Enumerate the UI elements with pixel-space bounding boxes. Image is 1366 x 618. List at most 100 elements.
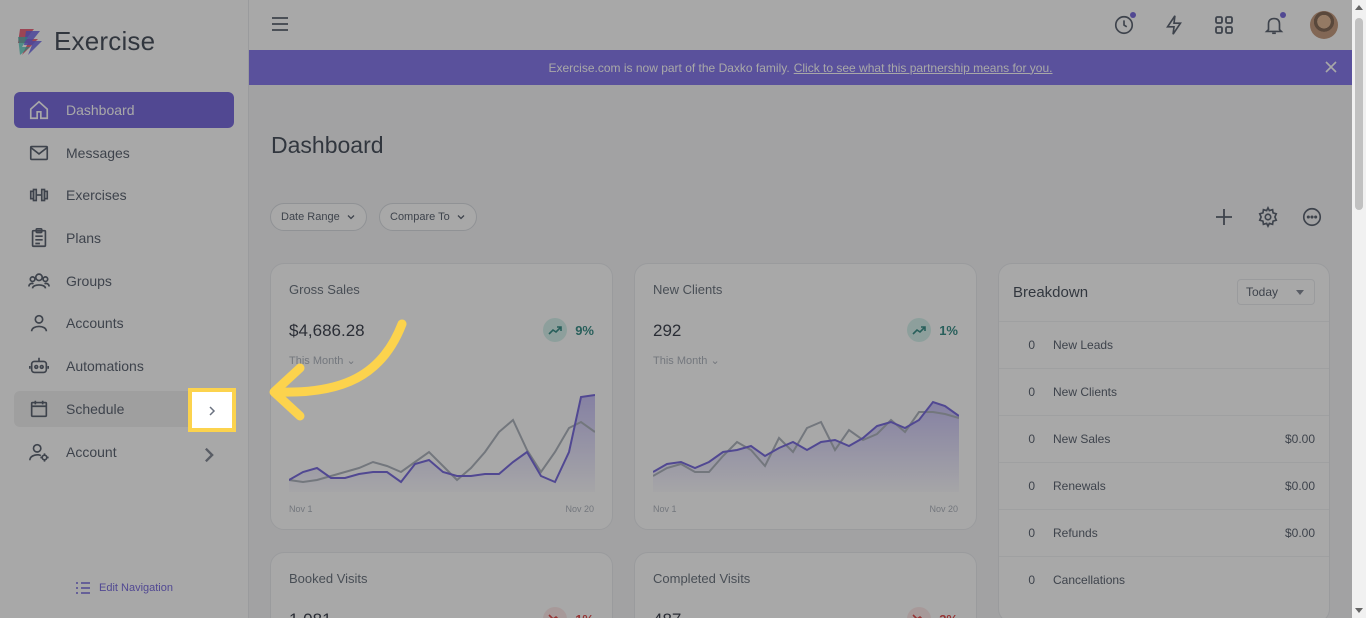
period-label: This Month	[653, 355, 708, 367]
row-label: New Clients	[1053, 385, 1118, 399]
trend-badge: 1%	[907, 318, 958, 342]
ellipsis-circle-icon	[1302, 207, 1322, 227]
logo-icon	[18, 28, 42, 55]
sidebar-item-label: Exercises	[66, 187, 127, 204]
chevron-right-icon[interactable]	[198, 444, 220, 466]
card-value: 487	[653, 610, 681, 618]
apps-button[interactable]	[1208, 9, 1240, 41]
trend-value: 1%	[575, 612, 594, 618]
row-count: 0	[1028, 526, 1035, 540]
user-icon	[30, 315, 48, 332]
period-selector[interactable]: This Month ⌄	[653, 355, 720, 367]
card-value: 292	[653, 321, 682, 340]
sidebar-item-label: Messages	[66, 144, 130, 161]
compare-to-label: Compare To	[390, 211, 450, 223]
clipboard-icon	[31, 228, 47, 248]
row-count: 0	[1028, 573, 1035, 587]
trend-down-icon	[543, 607, 568, 618]
new-clients-card[interactable]: New Clients 292 1% This Month ⌄ Nov 1 No…	[634, 263, 977, 530]
row-label: Cancellations	[1053, 573, 1126, 587]
sidebar-item-automations[interactable]: Automations	[14, 348, 234, 384]
scrollbar[interactable]	[1352, 0, 1366, 618]
breakdown-row[interactable]: 0 New Clients	[999, 368, 1329, 415]
row-amount: $0.00	[1284, 526, 1315, 540]
dashboard-actions	[1212, 205, 1324, 229]
sidebar-item-exercises[interactable]: Exercises	[14, 177, 234, 213]
trend-badge: 3%	[907, 607, 958, 618]
scroll-down-arrow-icon[interactable]	[1355, 608, 1363, 613]
announcement-banner: Exercise.com is now part of the Daxko fa…	[249, 50, 1352, 85]
tutorial-arrow-icon	[269, 319, 407, 421]
row-count: 0	[1028, 479, 1035, 493]
schedule-expand-button[interactable]	[188, 388, 236, 432]
row-count: 0	[1028, 385, 1035, 399]
breakdown-row[interactable]: 0 New Sales $0.00	[999, 415, 1329, 462]
user-avatar-button[interactable]	[1308, 9, 1340, 41]
sidebar-item-messages[interactable]: Messages	[14, 135, 234, 171]
clock-icon	[1114, 15, 1134, 35]
sidebar-item-groups[interactable]: Groups	[14, 263, 234, 299]
sidebar-item-dashboard[interactable]: Dashboard	[14, 92, 234, 128]
row-count: 0	[1028, 432, 1035, 446]
card-value: 1,081	[289, 610, 332, 618]
chevron-right-icon	[209, 406, 216, 416]
more-options-button[interactable]	[1300, 205, 1324, 229]
sidebar-item-plans[interactable]: Plans	[14, 220, 234, 256]
trend-value: 9%	[575, 322, 594, 338]
breakdown-period-select[interactable]: Today	[1237, 279, 1315, 305]
new-clients-chart	[653, 400, 959, 492]
dashboard-settings-button[interactable]	[1256, 205, 1280, 229]
period-selector[interactable]: This Month ⌄	[289, 355, 356, 367]
trend-value: 3%	[939, 612, 958, 618]
scroll-up-arrow-icon[interactable]	[1355, 5, 1363, 10]
hamburger-menu-icon[interactable]	[271, 15, 289, 33]
sidebar-item-label: Plans	[66, 230, 102, 247]
sidebar-item-label: Groups	[66, 272, 112, 289]
breakdown-row[interactable]: 0 Renewals $0.00	[999, 462, 1329, 509]
booked-visits-card[interactable]: Booked Visits 1,081 1%	[270, 552, 613, 618]
chevron-down-icon	[457, 215, 465, 220]
grid-icon	[1215, 16, 1233, 34]
trend-badge: 9%	[543, 318, 594, 342]
row-amount: $0.00	[1284, 479, 1315, 493]
card-title: Gross Sales	[289, 282, 360, 297]
sidebar-item-label: Schedule	[66, 400, 125, 417]
history-button[interactable]	[1108, 9, 1140, 41]
row-label: Refunds	[1053, 526, 1098, 540]
plus-icon	[1216, 209, 1232, 225]
top-icons	[1108, 9, 1340, 41]
gross-sales-card[interactable]: Gross Sales $4,686.28 9% This Month ⌄ No…	[270, 263, 613, 530]
home-icon	[29, 100, 49, 120]
breakdown-row[interactable]: 0 Refunds $0.00	[999, 509, 1329, 556]
gross-sales-chart	[289, 394, 595, 492]
list-icon	[76, 582, 90, 594]
add-widget-button[interactable]	[1212, 205, 1236, 229]
sidebar-item-label: Dashboard	[66, 102, 135, 118]
completed-visits-card[interactable]: Completed Visits 487 3%	[634, 552, 977, 618]
breakdown-row[interactable]: 0 Cancellations	[999, 556, 1329, 603]
date-range-filter[interactable]: Date Range	[270, 203, 367, 231]
users-icon	[28, 273, 50, 289]
close-icon[interactable]	[1324, 60, 1338, 74]
notifications-button[interactable]	[1258, 9, 1290, 41]
banner-link[interactable]: Click to see what this partnership means…	[793, 60, 1053, 75]
sidebar-item-accounts[interactable]: Accounts	[14, 305, 234, 341]
edit-navigation-label: Edit Navigation	[99, 582, 173, 594]
quick-actions-button[interactable]	[1158, 9, 1190, 41]
notification-dot	[1280, 12, 1286, 18]
scroll-thumb[interactable]	[1355, 18, 1363, 210]
notification-dot	[1130, 12, 1136, 18]
breakdown-period-value: Today	[1246, 285, 1279, 299]
compare-to-filter[interactable]: Compare To	[379, 203, 477, 231]
sidebar-nav: Dashboard Messages Exercises Plans Group…	[14, 92, 234, 476]
x-axis-start: Nov 1	[289, 504, 313, 514]
robot-icon	[29, 357, 49, 374]
x-axis-end: Nov 20	[929, 504, 958, 514]
app-logo[interactable]: Exercise	[16, 26, 155, 57]
breakdown-row[interactable]: 0 New Leads	[999, 321, 1329, 368]
avatar	[1310, 11, 1338, 39]
chevron-down-icon	[347, 215, 355, 220]
sidebar-item-account[interactable]: Account	[14, 434, 234, 470]
edit-navigation-link[interactable]: Edit Navigation	[75, 581, 173, 595]
date-range-label: Date Range	[281, 211, 340, 223]
